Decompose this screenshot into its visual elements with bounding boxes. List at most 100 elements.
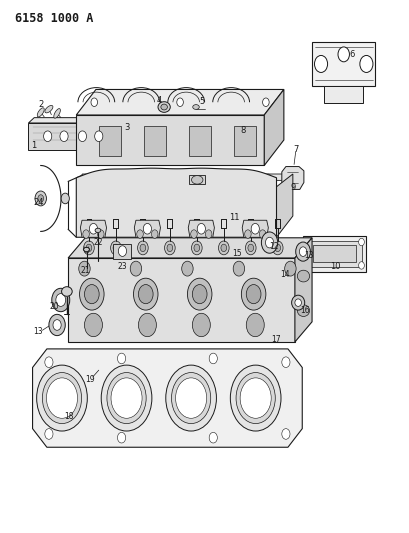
Circle shape: [193, 244, 199, 252]
Circle shape: [218, 241, 229, 255]
Circle shape: [259, 230, 265, 238]
Polygon shape: [276, 174, 292, 237]
Circle shape: [181, 261, 193, 276]
Circle shape: [38, 195, 43, 202]
Polygon shape: [117, 118, 122, 150]
Circle shape: [166, 244, 172, 252]
Text: 22: 22: [93, 238, 102, 247]
Circle shape: [137, 241, 148, 255]
Polygon shape: [78, 174, 288, 180]
Ellipse shape: [294, 299, 301, 306]
Circle shape: [138, 285, 153, 304]
Ellipse shape: [61, 287, 72, 296]
Text: 6158 1000 A: 6158 1000 A: [15, 12, 93, 26]
Circle shape: [251, 223, 259, 234]
Circle shape: [247, 244, 253, 252]
Circle shape: [113, 244, 119, 252]
Circle shape: [111, 378, 142, 418]
Circle shape: [56, 294, 65, 306]
Circle shape: [130, 261, 142, 276]
Text: 2: 2: [38, 100, 43, 109]
Polygon shape: [76, 90, 283, 115]
Circle shape: [83, 241, 94, 255]
Circle shape: [220, 244, 226, 252]
Circle shape: [117, 353, 125, 364]
Polygon shape: [76, 115, 264, 165]
Circle shape: [274, 244, 280, 252]
Circle shape: [86, 244, 92, 252]
Polygon shape: [144, 126, 166, 156]
Ellipse shape: [45, 106, 53, 113]
Circle shape: [43, 131, 52, 142]
Circle shape: [78, 131, 86, 142]
Circle shape: [42, 373, 81, 424]
Polygon shape: [312, 245, 355, 262]
Circle shape: [244, 230, 251, 238]
Polygon shape: [68, 258, 294, 342]
Text: 18: 18: [65, 412, 74, 421]
Circle shape: [261, 232, 277, 253]
Circle shape: [209, 432, 217, 443]
Circle shape: [281, 357, 289, 368]
Polygon shape: [113, 244, 131, 259]
Circle shape: [359, 55, 372, 72]
Circle shape: [358, 262, 364, 269]
Circle shape: [45, 357, 53, 368]
Circle shape: [101, 365, 151, 431]
Circle shape: [304, 262, 310, 269]
Text: 10: 10: [329, 262, 339, 271]
Circle shape: [91, 98, 97, 107]
Ellipse shape: [83, 247, 89, 252]
Text: 3: 3: [124, 123, 130, 132]
Circle shape: [205, 230, 211, 238]
Text: 19: 19: [85, 375, 94, 384]
Circle shape: [60, 131, 68, 142]
Circle shape: [198, 174, 203, 180]
Ellipse shape: [54, 109, 60, 118]
Ellipse shape: [160, 104, 167, 110]
Circle shape: [176, 98, 183, 107]
Circle shape: [164, 241, 175, 255]
Circle shape: [265, 237, 273, 248]
Circle shape: [97, 230, 104, 238]
Circle shape: [143, 223, 151, 234]
Circle shape: [79, 278, 104, 310]
Circle shape: [236, 373, 274, 424]
Circle shape: [192, 285, 207, 304]
Text: 12: 12: [268, 243, 278, 252]
Circle shape: [265, 174, 270, 180]
Circle shape: [49, 314, 65, 336]
Text: 6: 6: [348, 51, 354, 59]
Ellipse shape: [192, 104, 199, 109]
Circle shape: [171, 373, 210, 424]
Circle shape: [84, 313, 102, 337]
Circle shape: [107, 373, 146, 424]
Circle shape: [138, 313, 156, 337]
Text: 17: 17: [271, 335, 281, 344]
Polygon shape: [294, 238, 311, 342]
Text: 14: 14: [280, 270, 289, 279]
Circle shape: [89, 223, 97, 234]
Circle shape: [240, 378, 270, 418]
Circle shape: [53, 320, 61, 330]
Polygon shape: [302, 236, 366, 272]
Circle shape: [45, 429, 53, 439]
Circle shape: [52, 288, 70, 312]
Circle shape: [284, 261, 295, 276]
Circle shape: [79, 261, 90, 276]
Circle shape: [246, 313, 264, 337]
Circle shape: [133, 278, 157, 310]
Circle shape: [151, 230, 157, 238]
PathPatch shape: [76, 168, 276, 237]
Text: 23: 23: [117, 262, 127, 271]
Text: 7: 7: [292, 145, 298, 154]
Circle shape: [358, 238, 364, 246]
Polygon shape: [99, 126, 121, 156]
Circle shape: [140, 244, 145, 252]
Circle shape: [241, 278, 265, 310]
Circle shape: [295, 242, 310, 261]
Polygon shape: [324, 86, 362, 103]
Circle shape: [190, 230, 197, 238]
Text: 15: 15: [231, 249, 241, 259]
Polygon shape: [80, 220, 106, 237]
